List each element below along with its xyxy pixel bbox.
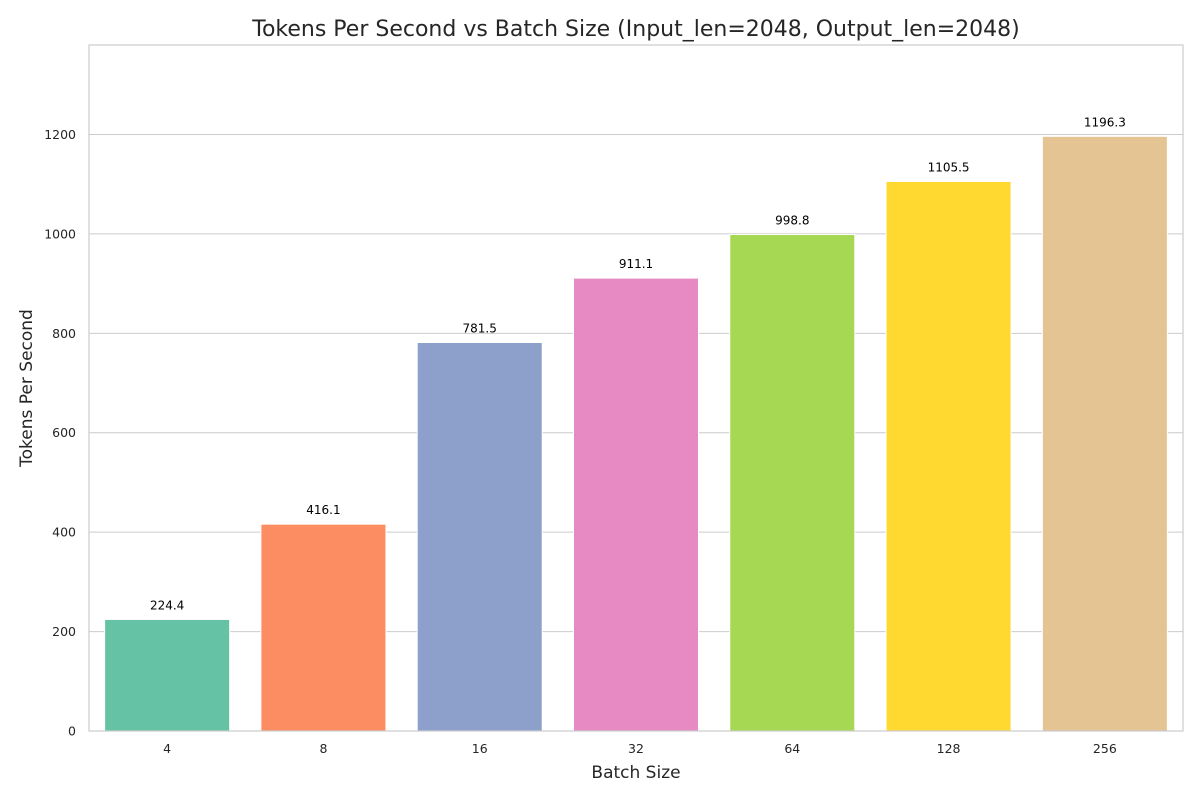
x-tick-label: 32 (628, 741, 644, 756)
x-tick-label: 16 (472, 741, 488, 756)
x-tick-label: 8 (319, 741, 327, 756)
x-tick-labels: 4 8 16 32 64 128 256 (163, 741, 1117, 756)
y-tick-label: 1000 (44, 226, 76, 241)
data-label-32: 911.1 (619, 257, 653, 271)
x-tick-label: 256 (1093, 741, 1117, 756)
x-tick-label: 64 (784, 741, 800, 756)
y-tick-label: 600 (52, 425, 76, 440)
y-tick-label: 1200 (44, 127, 76, 142)
data-labels: 224.4 416.1 781.5 911.1 998.8 1105.5 1196.3 (150, 115, 1126, 612)
x-axis-label: Batch Size (591, 763, 680, 783)
data-label-4: 224.4 (150, 598, 184, 612)
y-tick-label: 0 (68, 724, 76, 739)
y-axis-label: Tokens Per Second (17, 309, 37, 468)
data-label-128: 1105.5 (928, 160, 970, 174)
y-tick-labels: 0 200 400 600 800 1000 1200 (44, 127, 76, 739)
plot-frame (88, 44, 1184, 732)
x-tick-label: 128 (937, 741, 961, 756)
data-label-256: 1196.3 (1084, 115, 1126, 129)
chart-title: Tokens Per Second vs Batch Size (Input_l… (251, 17, 1020, 42)
bar-128 (885, 180, 1012, 732)
x-tick-label: 4 (163, 741, 171, 756)
data-label-64: 998.8 (775, 213, 809, 227)
y-tick-label: 800 (52, 326, 76, 341)
y-tick-label: 200 (52, 624, 76, 639)
bar-32 (572, 277, 700, 732)
y-tick-label: 400 (52, 525, 76, 540)
bar-256 (1041, 135, 1168, 732)
data-label-8: 416.1 (306, 503, 340, 517)
bar-16 (416, 342, 543, 732)
bar-64 (729, 233, 856, 732)
bar-8 (260, 523, 387, 732)
bar-4 (104, 618, 231, 732)
data-label-16: 781.5 (463, 322, 497, 336)
